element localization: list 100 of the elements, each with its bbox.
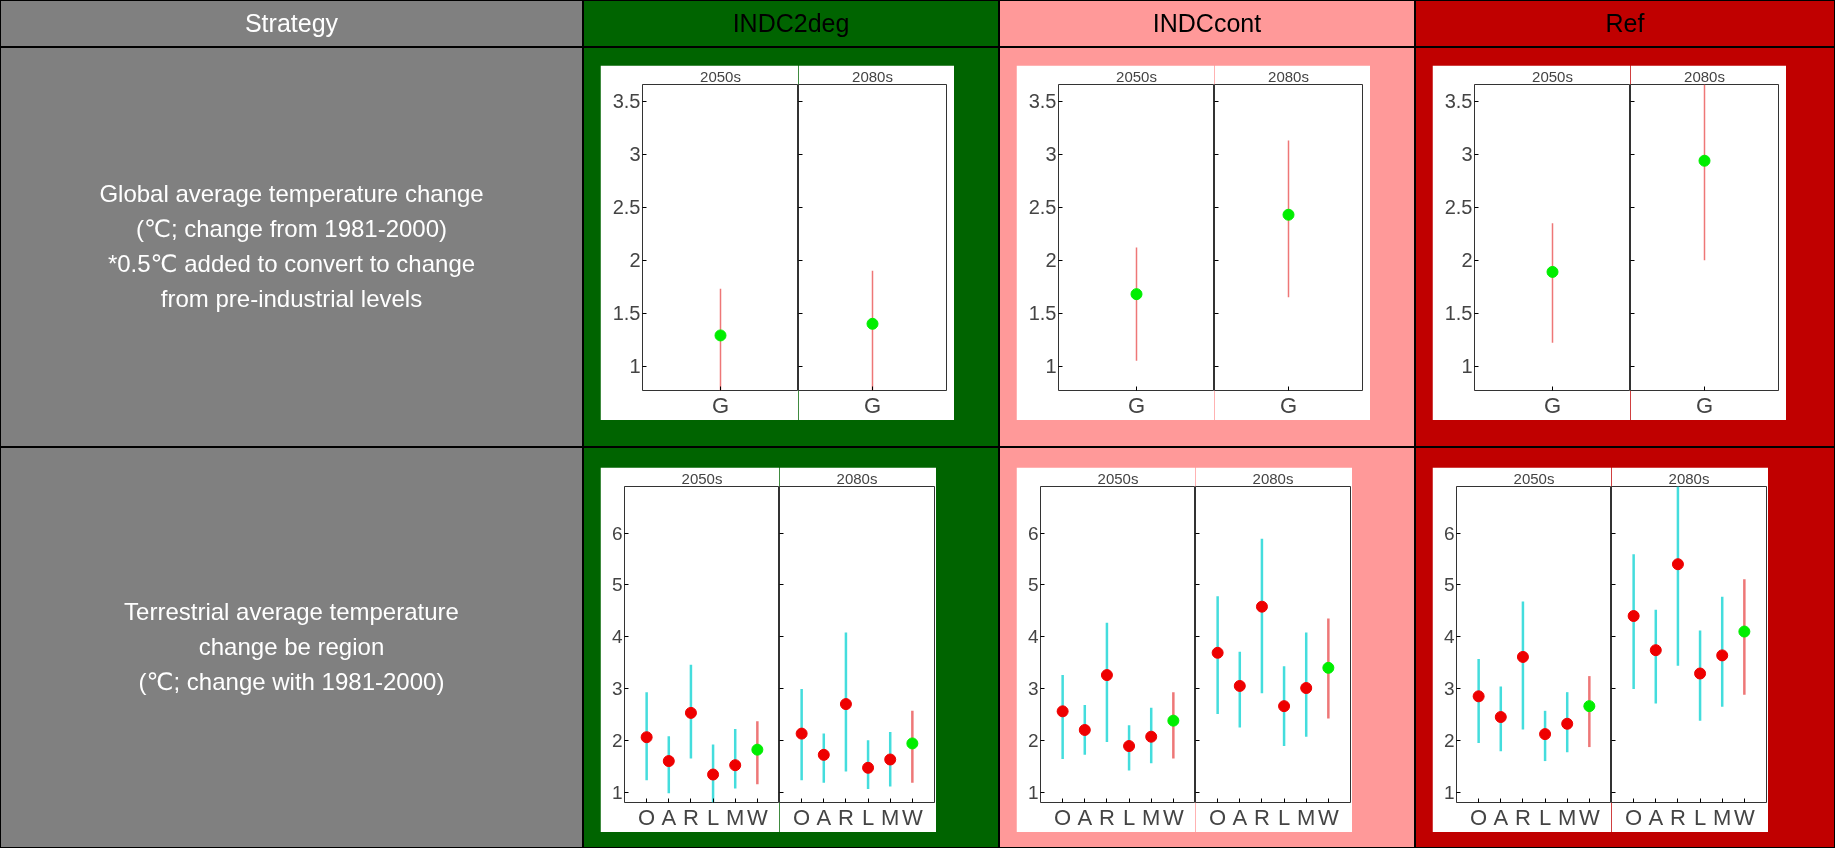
y-tick-label: 3 bbox=[1045, 143, 1057, 166]
point bbox=[707, 768, 720, 781]
y-tick-label: 1 bbox=[611, 781, 623, 803]
y-tick-label: 1.5 bbox=[1444, 302, 1473, 325]
x-tick-label: L bbox=[1122, 804, 1136, 830]
y-tick-label: 2 bbox=[611, 729, 623, 751]
x-tick-label: G bbox=[1543, 392, 1562, 418]
x-tick-label: W bbox=[746, 804, 768, 830]
x-tick-label: O bbox=[1470, 804, 1488, 830]
y-tick-label: 1 bbox=[1443, 781, 1455, 803]
x-tick-label: A bbox=[661, 804, 677, 830]
y-tick-label: 4 bbox=[1443, 626, 1455, 648]
x-tick-label: M bbox=[1558, 804, 1577, 830]
x-tick-label: G bbox=[711, 392, 730, 418]
point bbox=[662, 755, 675, 768]
point bbox=[1627, 610, 1640, 622]
y-tick-label: 1 bbox=[1045, 355, 1057, 378]
x-tick-label: M bbox=[881, 804, 900, 830]
chart-title: 2080s bbox=[1684, 67, 1725, 85]
point bbox=[1738, 625, 1751, 638]
point bbox=[1472, 690, 1485, 703]
chart-title: 2080s bbox=[1668, 469, 1710, 487]
y-tick-label: 4 bbox=[1027, 626, 1039, 648]
x-tick-label: M bbox=[1713, 804, 1732, 830]
x-tick-label: L bbox=[1538, 804, 1552, 830]
y-tick-label: 5 bbox=[1443, 574, 1455, 596]
x-tick-label: O bbox=[638, 804, 656, 830]
point bbox=[1539, 728, 1552, 741]
x-tick-label: G bbox=[1279, 392, 1298, 418]
chart-title: 2050s bbox=[1532, 67, 1573, 85]
point bbox=[839, 698, 852, 711]
x-tick-label: G bbox=[863, 392, 882, 418]
x-tick-label: M bbox=[1142, 804, 1161, 830]
y-tick-label: 3 bbox=[1461, 143, 1473, 166]
point bbox=[1494, 711, 1507, 724]
x-tick-label: A bbox=[1493, 804, 1509, 830]
y-tick-label: 1 bbox=[1461, 355, 1473, 378]
point bbox=[1561, 717, 1574, 730]
x-tick-label: R bbox=[682, 804, 699, 830]
y-tick-label: 2 bbox=[1443, 729, 1455, 751]
point bbox=[1583, 700, 1596, 713]
y-tick-label: 4 bbox=[611, 626, 623, 648]
point bbox=[1255, 600, 1268, 613]
y-tick-label: 2.5 bbox=[1028, 196, 1057, 219]
x-tick-label: R bbox=[1514, 804, 1531, 830]
y-tick-label: 5 bbox=[611, 574, 623, 596]
y-tick-label: 2 bbox=[629, 249, 641, 272]
point bbox=[1167, 714, 1180, 727]
point bbox=[1211, 646, 1224, 659]
point bbox=[884, 753, 897, 766]
chart-title: 2050s bbox=[681, 469, 723, 487]
y-tick-label: 6 bbox=[1443, 522, 1455, 544]
text: INDCcont bbox=[1152, 8, 1262, 40]
x-tick-label: R bbox=[1253, 804, 1270, 830]
y-tick-label: 1.5 bbox=[612, 302, 641, 325]
y-tick-label: 3 bbox=[629, 143, 641, 166]
point bbox=[817, 748, 830, 761]
x-tick-label: R bbox=[1669, 804, 1686, 830]
x-tick-label: G bbox=[1695, 392, 1714, 418]
y-tick-label: 3.5 bbox=[1028, 90, 1057, 113]
x-tick-label: L bbox=[1693, 804, 1707, 830]
x-tick-label: L bbox=[861, 804, 875, 830]
x-tick-label: G bbox=[1127, 392, 1146, 418]
y-tick-label: 3.5 bbox=[612, 90, 641, 113]
point bbox=[1716, 649, 1729, 662]
x-tick-label: R bbox=[837, 804, 854, 830]
chart-title: 2050s bbox=[1116, 67, 1157, 85]
y-tick-label: 2 bbox=[1045, 249, 1057, 272]
x-tick-label: W bbox=[1317, 804, 1339, 830]
y-tick-label: 3 bbox=[1443, 678, 1455, 700]
chart-title: 2080s bbox=[852, 67, 893, 85]
x-tick-label: W bbox=[1733, 804, 1755, 830]
text: Global average temperature change (℃; change from 1981-2000) *0.5℃ added to convert to change from pre-industrial levels bbox=[99, 179, 484, 314]
point bbox=[729, 759, 742, 772]
point bbox=[1100, 669, 1113, 682]
text: Strategy bbox=[244, 8, 339, 40]
y-tick-label: 3.5 bbox=[1444, 90, 1473, 113]
x-tick-label: L bbox=[706, 804, 720, 830]
y-tick-label: 6 bbox=[1027, 522, 1039, 544]
point bbox=[1694, 667, 1707, 680]
point bbox=[1123, 740, 1136, 753]
chart-title: 2050s bbox=[1097, 469, 1139, 487]
x-tick-label: M bbox=[1297, 804, 1316, 830]
x-tick-label: O bbox=[793, 804, 811, 830]
y-tick-label: 2.5 bbox=[612, 196, 641, 219]
y-tick-label: 1 bbox=[1027, 781, 1039, 803]
chart-title: 2080s bbox=[836, 469, 878, 487]
point bbox=[1145, 730, 1158, 743]
y-tick-label: 1.5 bbox=[1028, 302, 1057, 325]
chart-title: 2080s bbox=[1252, 469, 1294, 487]
y-tick-label: 3 bbox=[1027, 678, 1039, 700]
x-tick-label: W bbox=[901, 804, 923, 830]
chart-title: 2050s bbox=[700, 67, 741, 85]
x-tick-label: A bbox=[1077, 804, 1093, 830]
x-tick-label: O bbox=[1209, 804, 1227, 830]
y-tick-label: 3 bbox=[611, 678, 623, 700]
point bbox=[1649, 644, 1662, 657]
point bbox=[640, 731, 653, 744]
point bbox=[1056, 705, 1069, 718]
chart-title: 2080s bbox=[1268, 67, 1309, 85]
